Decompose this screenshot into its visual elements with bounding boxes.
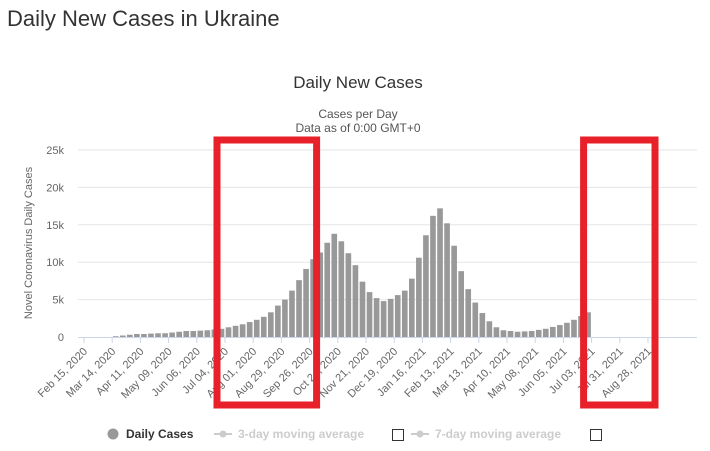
bar [239,324,246,337]
bar [155,333,161,337]
bar [268,312,274,337]
bar [437,208,443,337]
y-tick-label: 0 [58,332,64,344]
bar [472,302,479,337]
bar [465,289,472,337]
bar [564,322,570,337]
bar [190,331,197,337]
bar [416,257,422,337]
grid-lines [78,149,697,301]
bar [352,265,359,337]
x-tick-label: Aug 28, 2021 [599,346,654,401]
y-axis-ticks: 0 5k 10k 15k 20k 25k [46,145,64,344]
bar [169,332,175,337]
bar [514,331,521,337]
legend-7-day-marker [416,430,424,438]
bar [423,235,429,337]
bar [296,280,302,337]
bar [380,301,387,337]
bar [317,252,323,337]
bar [134,334,140,337]
bar [119,335,126,337]
bar [141,334,147,337]
bar [528,331,535,337]
y-tick-label: 15k [46,220,64,232]
bar [394,295,401,337]
bar [338,241,345,337]
legend-3-day-checkbox[interactable] [392,429,404,441]
bar [542,328,549,337]
bar [521,331,528,337]
bar [409,278,415,337]
highlight-box [580,136,659,409]
chart-title: Daily New Cases [293,73,422,92]
bar [275,305,281,337]
bar [571,319,577,337]
highlight-boxes [213,136,659,409]
bar [282,299,288,337]
bar [430,215,436,337]
bar [253,319,260,337]
bar [232,325,239,337]
bar [112,336,119,337]
chart-data-date: Data as of 0:00 GMT+0 [295,121,420,135]
bar [324,242,331,337]
bar [204,330,211,337]
bar [148,333,154,337]
bar [493,327,500,337]
bar [557,325,563,337]
bar [260,316,267,337]
highlight-box [213,136,321,409]
y-tick-label: 10k [46,257,64,269]
chart-subtitle: Cases per Day [318,107,397,121]
bar [345,253,352,337]
bar [197,330,204,337]
legend-7-day-label: 7-day moving average [435,427,561,441]
bar [183,331,190,337]
bar [218,328,225,337]
bar-series-daily-cases [112,208,591,337]
bar [331,233,338,337]
bar [176,331,182,337]
bar [507,331,514,337]
bar [550,326,556,337]
legend-item-daily-cases[interactable]: Daily Cases [107,427,194,441]
bar [366,292,373,337]
bar [162,333,168,337]
bar [479,313,486,337]
bar [401,290,408,337]
bar [444,223,450,337]
legend-3-day-marker [219,430,227,438]
bar [451,245,457,337]
bar [486,321,493,337]
bar [387,298,394,337]
legend: Daily Cases 3-day moving average 7-day m… [107,427,602,441]
page-heading: Daily New Cases in Ukraine [7,6,280,31]
legend-3-day-label: 3-day moving average [238,427,364,441]
y-tick-label: 25k [46,145,64,157]
y-axis-label: Novel Coronavirus Daily Cases [23,166,35,319]
bar [458,271,464,337]
bar [225,327,232,337]
legend-daily-cases-label: Daily Cases [126,427,194,441]
bar [373,298,380,337]
y-tick-label: 20k [46,182,64,194]
legend-7-day-checkbox[interactable] [590,429,602,441]
bar [246,322,253,337]
bar [359,281,366,337]
legend-item-3-day-average[interactable]: 3-day moving average [214,427,364,441]
legend-daily-cases-marker [107,428,119,440]
bar [303,268,309,337]
legend-item-7-day-average[interactable]: 7-day moving average [411,427,561,441]
bar [127,334,133,337]
bar [585,312,591,337]
y-tick-label: 5k [52,295,64,307]
bar [289,290,295,337]
bar [500,330,507,337]
bar [535,329,542,337]
